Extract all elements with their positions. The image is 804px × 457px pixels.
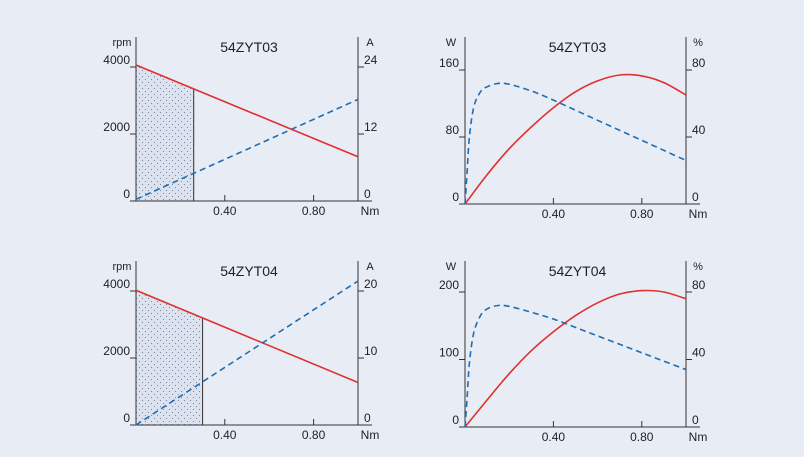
right-tick-label: 24 (364, 53, 378, 67)
chart-panel-3: 0 2000 4000 0 10 20 0.40 0.80 rpm A Nm 54ZYT04 (103, 261, 379, 442)
left-axis-series-line (135, 64, 359, 158)
left-tick-label: 4000 (103, 277, 130, 291)
chart-panel-2: 0 80 160 0 40 80 0.40 0.80 W % Nm 54ZYT03 (439, 37, 707, 221)
right-tick-label: 40 (692, 346, 706, 360)
right-axis-unit: % (693, 261, 703, 273)
left-axis-series-line (464, 73, 687, 205)
x-axis-unit: Nm (689, 207, 708, 221)
axes (464, 261, 700, 428)
operating-region (136, 64, 194, 202)
left-tick-label: 4000 (103, 53, 130, 67)
operating-region (136, 290, 203, 425)
left-tick-label: 0 (123, 411, 130, 425)
x-axis-unit: Nm (361, 204, 380, 218)
x-axis-unit: Nm (689, 430, 708, 444)
right-tick-label: 80 (692, 278, 706, 292)
left-axis-unit: rpm (113, 261, 132, 273)
chart-title: 54ZYT03 (220, 39, 278, 55)
x-tick-label: 0.40 (542, 430, 566, 444)
left-tick-label: 2000 (103, 344, 130, 358)
right-tick-label: 0 (692, 190, 699, 204)
right-axis-series-line (135, 280, 359, 426)
right-tick-label: 0 (692, 413, 699, 427)
axes (464, 37, 700, 205)
left-axis-series-line (135, 289, 359, 384)
right-tick-label: 80 (692, 56, 706, 70)
left-tick-label: 0 (452, 190, 459, 204)
right-axis-series-line (135, 98, 359, 201)
left-axis-unit: W (446, 261, 457, 273)
x-tick-label: 0.80 (630, 207, 654, 221)
right-axis-unit: % (693, 37, 703, 49)
axes (135, 37, 372, 202)
right-tick-label: 20 (364, 277, 378, 291)
right-axis-unit: A (366, 37, 374, 49)
chart-title: 54ZYT04 (220, 263, 278, 279)
x-tick-label: 0.40 (213, 428, 237, 442)
x-tick-label: 0.80 (302, 204, 326, 218)
left-axis-series-line (464, 289, 687, 428)
chart-title: 54ZYT03 (549, 39, 607, 55)
chart-panel-4: 0 100 200 0 40 80 0.40 0.80 W % Nm 54ZYT04 (439, 261, 707, 444)
axes (135, 261, 372, 426)
right-tick-label: 12 (364, 120, 378, 134)
right-axis-series-line (464, 82, 687, 205)
left-tick-label: 200 (439, 278, 459, 292)
left-tick-label: 0 (123, 187, 130, 201)
chart-panel-1: 0 2000 4000 0 12 24 0.40 0.80 rpm A Nm 54ZYT03 (103, 37, 379, 218)
left-tick-label: 160 (439, 56, 459, 70)
right-axis-series-line (464, 304, 687, 428)
right-tick-label: 10 (364, 344, 378, 358)
right-tick-label: 0 (364, 411, 371, 425)
left-tick-label: 100 (439, 346, 459, 360)
right-tick-label: 40 (692, 123, 706, 137)
x-axis-unit: Nm (361, 428, 380, 442)
right-axis-unit: A (366, 261, 374, 273)
left-tick-label: 80 (446, 123, 460, 137)
x-tick-label: 0.80 (302, 428, 326, 442)
left-axis-unit: rpm (113, 37, 132, 49)
left-tick-label: 0 (452, 413, 459, 427)
right-tick-label: 0 (364, 187, 371, 201)
x-tick-label: 0.80 (630, 430, 654, 444)
x-tick-label: 0.40 (213, 204, 237, 218)
left-tick-label: 2000 (103, 120, 130, 134)
chart-title: 54ZYT04 (549, 263, 607, 279)
x-tick-label: 0.40 (542, 207, 566, 221)
left-axis-unit: W (446, 37, 457, 49)
